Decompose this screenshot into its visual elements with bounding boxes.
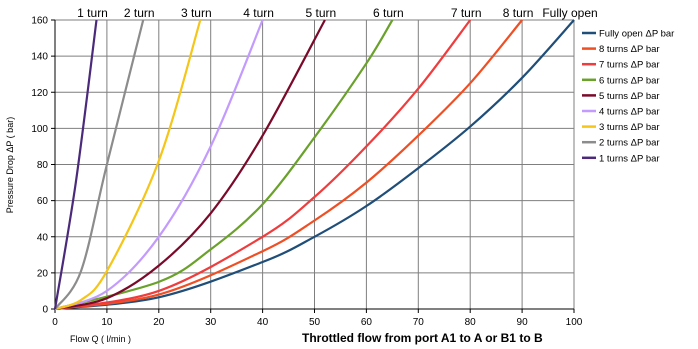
x-tick-label: 90 xyxy=(517,317,529,328)
legend-entry: 5 turns ΔP bar xyxy=(599,91,660,102)
curve-end-labels: Fully open 8 turn 7 turn 6 turn 5 turn 4 turn… xyxy=(77,6,598,20)
chart-caption: Throttled flow from port A1 to A or B1 t… xyxy=(302,331,543,345)
y-tick-label: 120 xyxy=(31,88,48,99)
series-line-5-turns-p-bar xyxy=(54,19,326,311)
curve-end-label: 2 turn xyxy=(124,6,155,20)
legend: Fully open ΔP bar 8 turns ΔP bar 7 turns Δ… xyxy=(582,29,674,164)
y-tick-label: 60 xyxy=(37,196,49,207)
series-lines xyxy=(53,19,575,311)
y-tick-label: 20 xyxy=(37,268,49,279)
legend-entry: 8 turns ΔP bar xyxy=(599,44,660,55)
x-tick-label: 100 xyxy=(566,317,583,328)
y-tick-label: 160 xyxy=(31,16,48,27)
axes xyxy=(51,19,575,313)
y-tick-labels: 0 20 40 60 80 100 120 140 160 xyxy=(31,16,48,316)
curve-end-label: Fully open xyxy=(542,6,597,20)
legend-entry: 1 turns ΔP bar xyxy=(599,153,660,164)
x-tick-label: 10 xyxy=(101,317,113,328)
y-tick-label: 80 xyxy=(37,160,49,171)
series-line-2-turns-p-bar xyxy=(54,19,145,310)
y-axis-title: Pressure Drop ΔP ( bar) xyxy=(5,117,15,213)
curve-end-label: 7 turn xyxy=(451,6,482,20)
curve-end-label: 3 turn xyxy=(181,6,212,20)
legend-entry: 4 turns ΔP bar xyxy=(599,107,660,118)
curve-end-label: 8 turn xyxy=(503,6,534,20)
y-tick-label: 140 xyxy=(31,52,48,63)
series-line-8-turns-p-bar xyxy=(54,19,523,311)
x-tick-label: 70 xyxy=(413,317,425,328)
series-line-fully-open-p-bar xyxy=(54,19,575,311)
series-line-1-turns-p-bar xyxy=(53,19,98,310)
series-line-7-turns-p-bar xyxy=(54,19,472,311)
legend-entry: 6 turns ΔP bar xyxy=(599,75,660,86)
x-tick-labels: 0 10 20 30 40 50 60 70 80 90 100 xyxy=(52,317,583,328)
legend-entry: 2 turns ΔP bar xyxy=(599,138,660,149)
curve-end-label: 6 turn xyxy=(373,6,404,20)
series-line-3-turns-p-bar xyxy=(54,19,202,311)
x-tick-label: 80 xyxy=(465,317,477,328)
x-tick-label: 20 xyxy=(153,317,165,328)
legend-entry: 7 turns ΔP bar xyxy=(599,60,660,71)
legend-entry: Fully open ΔP bar xyxy=(599,29,674,40)
y-tick-label: 100 xyxy=(31,124,48,135)
series-line-6-turns-p-bar xyxy=(54,19,394,311)
curve-end-label: 1 turn xyxy=(77,6,108,20)
series-line-4-turns-p-bar xyxy=(54,19,264,311)
y-tick-label: 0 xyxy=(42,305,48,316)
y-tick-label: 40 xyxy=(37,232,49,243)
x-tick-label: 30 xyxy=(205,317,217,328)
x-tick-label: 60 xyxy=(361,317,373,328)
x-tick-label: 0 xyxy=(52,317,58,328)
x-tick-label: 40 xyxy=(257,317,269,328)
curve-end-label: 5 turn xyxy=(306,6,337,20)
x-tick-label: 50 xyxy=(309,317,321,328)
x-axis-title: Flow Q ( l/min ) xyxy=(70,334,131,344)
curve-end-label: 4 turn xyxy=(243,6,274,20)
legend-entry: 3 turns ΔP bar xyxy=(599,122,660,133)
